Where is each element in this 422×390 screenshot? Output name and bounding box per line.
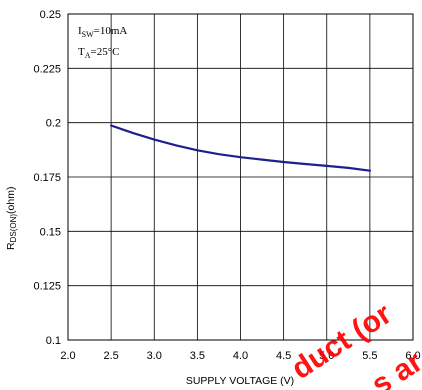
y-axis-label-main: R xyxy=(5,242,17,250)
x-tick-label: 5.0 xyxy=(319,350,334,362)
y-tick-labels: 0.1 0.125 0.15 0.175 0.2 0.225 0.25 xyxy=(33,9,61,347)
annotation-current-main: I xyxy=(78,25,82,37)
annotation-temperature: TA=25°C xyxy=(78,46,119,60)
x-tick-label: 2.5 xyxy=(103,350,118,362)
y-tick-label: 0.175 xyxy=(33,172,61,184)
watermark: duct (or s ar xyxy=(286,297,422,390)
y-tick-label: 0.2 xyxy=(46,118,61,130)
annotation-current: ISW=10mA xyxy=(78,25,127,39)
x-tick-label: 3.0 xyxy=(147,350,162,362)
x-tick-label: 6.0 xyxy=(405,350,420,362)
y-tick-label: 0.125 xyxy=(33,281,61,293)
plot-frame xyxy=(67,13,414,341)
y-axis-label: RDS(ON)(ohm) xyxy=(5,187,18,250)
y-tick-label: 0.225 xyxy=(33,63,61,75)
y-tick-label: 0.1 xyxy=(46,335,61,347)
annotation-temperature-rest: =25°C xyxy=(91,46,120,58)
series-line xyxy=(109,124,371,172)
series-group xyxy=(109,124,371,172)
x-tick-labels: 2.0 2.5 3.0 3.5 4.0 4.5 5.0 5.5 6.0 xyxy=(60,350,420,362)
x-tick-label: 2.0 xyxy=(60,350,75,362)
x-tick-label: 4.0 xyxy=(233,350,248,362)
x-axis-label: SUPPLY VOLTAGE (V) xyxy=(186,375,294,387)
y-axis-label-sub: DS(ON) xyxy=(9,214,18,243)
y-tick-label: 0.25 xyxy=(40,9,61,21)
x-tick-label: 4.5 xyxy=(276,350,291,362)
annotation-current-sub: SW xyxy=(82,30,94,39)
x-tick-label: 5.5 xyxy=(362,350,377,362)
grid xyxy=(67,13,414,341)
y-axis-label-unit: (ohm) xyxy=(5,187,17,214)
annotation-temperature-main: T xyxy=(78,46,85,58)
y-tick-label: 0.15 xyxy=(40,226,61,238)
annotation-current-rest: =10mA xyxy=(94,25,128,37)
annotation-temperature-sub: A xyxy=(85,51,91,60)
x-tick-label: 3.5 xyxy=(190,350,205,362)
